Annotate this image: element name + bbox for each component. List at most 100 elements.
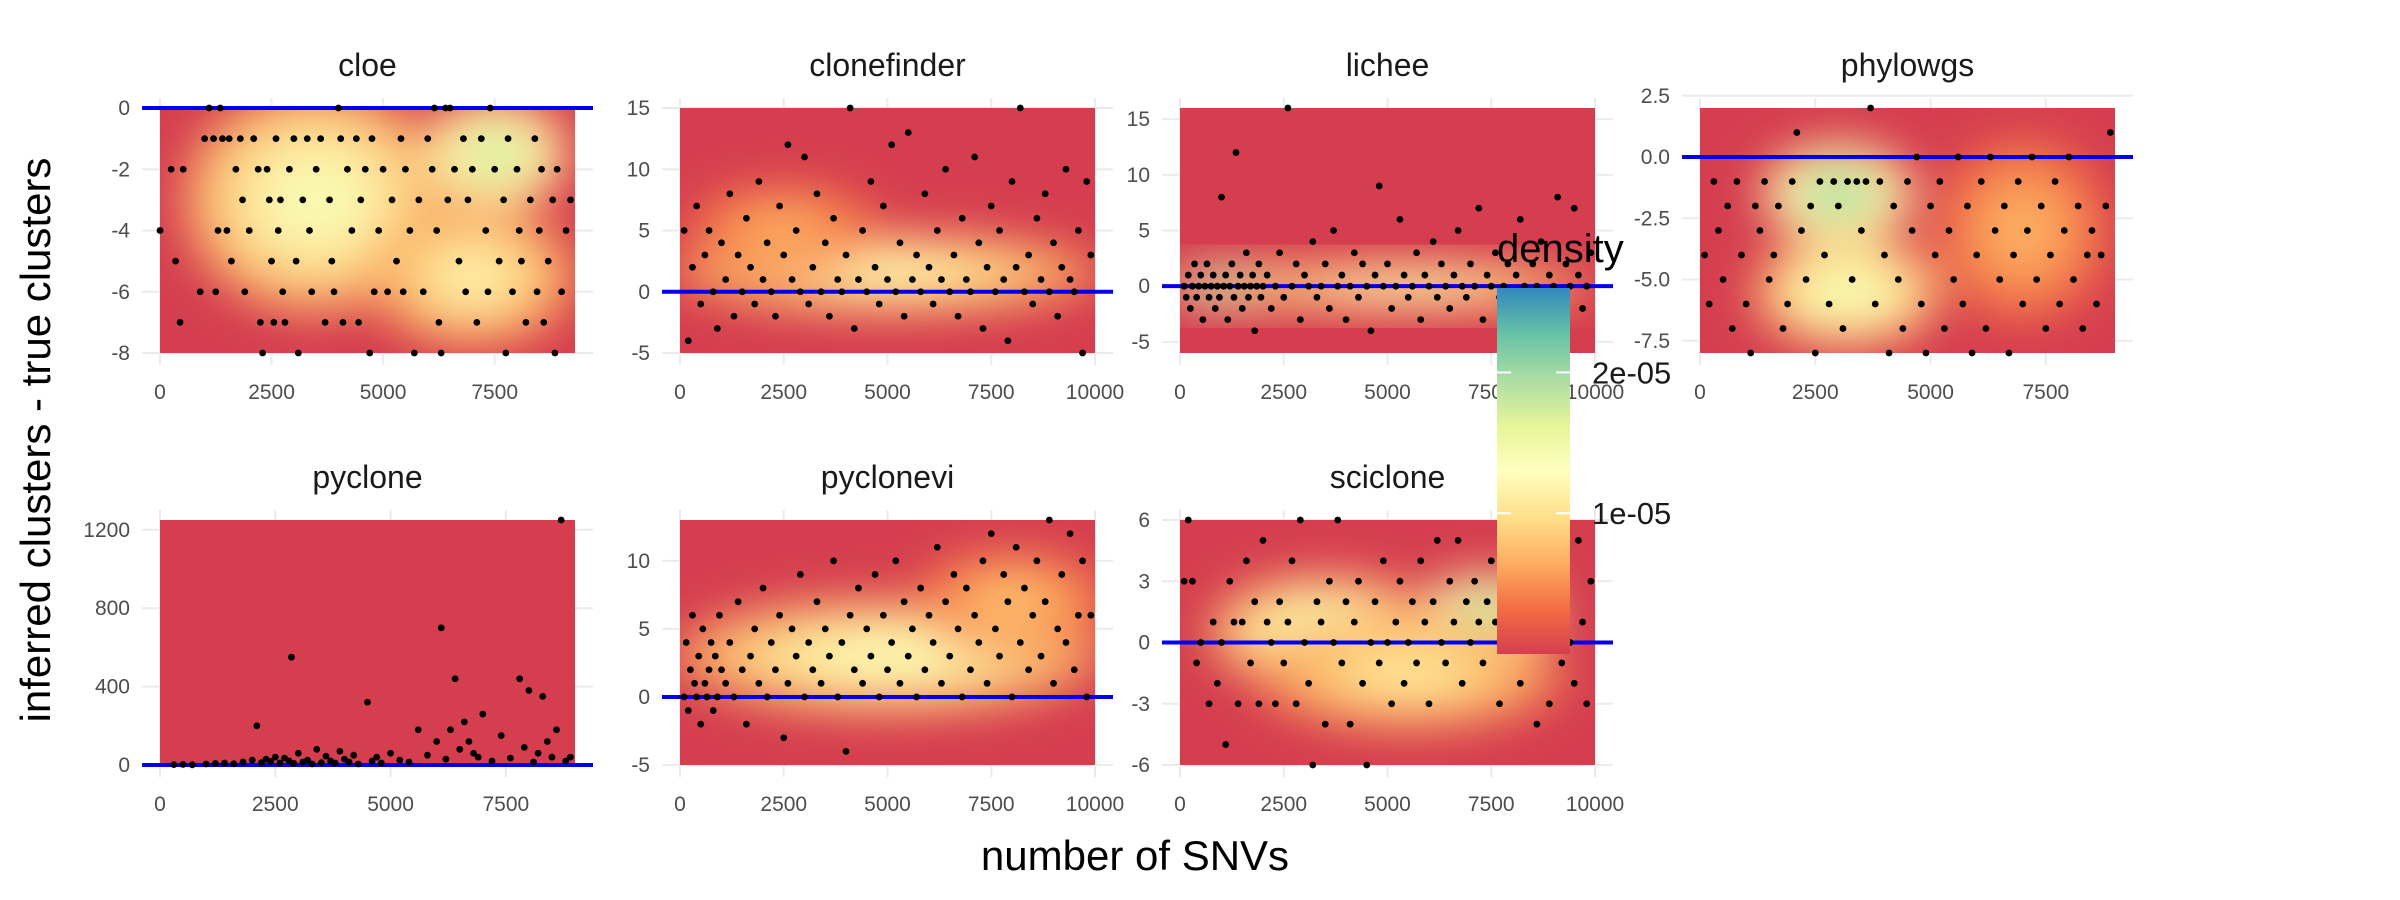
data-point [805,300,813,308]
x-tick-label: 10000 [1066,793,1124,816]
data-point [1816,178,1824,185]
density-hotspot [819,260,956,287]
data-point [2097,251,2105,259]
data-point [1521,282,1528,290]
data-point [888,141,896,149]
data-point [221,759,228,767]
data-point [361,165,369,173]
data-point [241,288,249,296]
y-tick-label: 5 [1138,220,1150,243]
data-point [337,135,345,143]
data-point [1554,193,1562,201]
data-point [1199,316,1207,323]
data-point [350,751,358,759]
data-point [1301,271,1308,279]
data-point [294,349,302,357]
data-point [397,135,405,143]
data-point [813,190,821,198]
data-point [491,165,499,173]
data-point [975,239,983,247]
data-point [1037,276,1045,283]
data-point [1751,202,1759,210]
data-point [1267,639,1275,646]
density-hotspot [819,637,956,675]
data-point [1959,300,1967,308]
density-hotspot [752,215,815,246]
data-point [699,625,707,633]
data-point [1954,153,1962,161]
data-point [1004,337,1012,345]
data-point [1066,276,1074,283]
x-tick-label: 10000 [1566,793,1624,816]
data-point [987,530,995,538]
data-point [170,761,178,769]
data-point [929,300,937,308]
data-point [509,288,516,296]
data-point [707,639,715,646]
data-point [1747,349,1755,357]
data-point [482,227,490,234]
data-point [1367,327,1375,335]
data-point [834,693,842,701]
data-point [767,288,775,296]
data-point [1317,618,1325,626]
data-point [983,263,991,271]
data-point [1301,639,1308,646]
data-point [1240,282,1248,290]
data-point [551,349,559,357]
data-point [176,318,184,326]
data-point [842,251,850,259]
data-point [1016,639,1024,646]
density-hotspot [273,163,360,237]
data-point [1885,349,1893,357]
data-point [1075,227,1082,234]
data-point [1371,598,1379,606]
data-point [755,178,763,185]
data-point [290,760,298,767]
data-point [734,598,742,606]
data-point [1421,271,1429,279]
data-point [846,104,854,112]
data-point [2037,202,2045,210]
data-point [437,349,445,357]
data-point [1041,190,1049,198]
data-point [1881,251,1888,259]
data-point [1276,598,1283,606]
density-surface [160,108,575,353]
data-point [1936,178,1944,185]
data-point [1724,202,1732,210]
data-point [1363,761,1371,769]
data-point [1305,282,1313,290]
data-point [1330,227,1337,234]
data-point [277,196,284,204]
data-point [830,557,837,565]
data-point [992,625,999,633]
y-tick-label: 0 [638,686,650,709]
data-point [996,227,1003,234]
data-point [1180,282,1188,290]
data-point [1321,260,1329,268]
x-tick-label: 5000 [864,793,911,816]
data-point [1504,260,1512,268]
data-point [759,584,767,592]
data-point [1384,260,1391,268]
data-point [1045,516,1053,524]
points [170,516,574,769]
x-axis-title: number of SNVs [981,832,1289,879]
data-point [317,759,325,767]
data-point [259,349,267,357]
data-point [780,251,788,259]
data-point [1496,700,1503,708]
data-point [1770,251,1778,259]
data-point [755,679,763,687]
data-point [743,720,750,728]
data-point [1396,215,1404,223]
data-point [1388,305,1396,312]
data-point [428,165,436,173]
data-point [456,745,464,753]
data-point [813,598,821,606]
data-point [1189,577,1196,585]
data-point [1375,182,1383,190]
data-point [950,251,958,259]
